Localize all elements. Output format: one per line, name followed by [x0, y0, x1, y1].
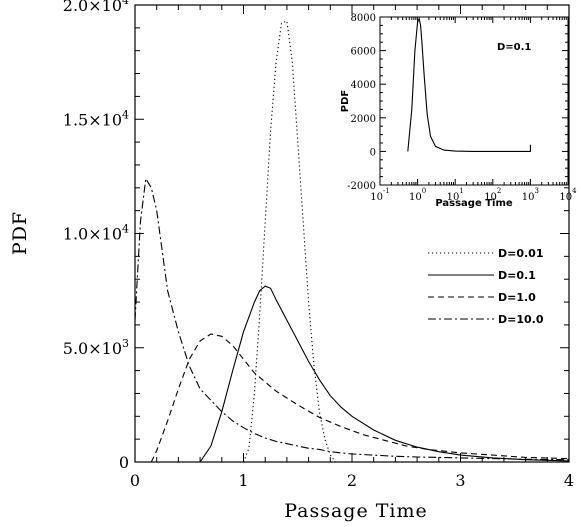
- inset-y-tick-labels: -2000 0 2000 4000 6000 8000: [347, 13, 376, 192]
- inset-x-axis-title: Passage Time: [435, 198, 513, 209]
- inset-y-tick-label: 6000: [351, 47, 376, 58]
- inset-x-tick-labels: 10-1 100 101 102 103 104: [370, 187, 577, 203]
- inset-x-tick-label: 103: [522, 187, 539, 203]
- inset-y-tick-label: 8000: [351, 13, 376, 24]
- legend-label: D=0.01: [498, 247, 544, 260]
- inset-axis-ticks: [379, 16, 569, 186]
- legend-label: D=0.1: [498, 269, 536, 282]
- main-x-tick-label: 2: [347, 471, 357, 490]
- inset-x-tick-label: 102: [484, 187, 501, 203]
- inset-x-tick-label: 100: [409, 187, 426, 203]
- inset-y-axis-title: PDF: [340, 90, 351, 112]
- main-y-axis-title: PDF: [9, 211, 31, 255]
- main-x-tick-label: 3: [455, 471, 465, 490]
- legend-label: D=10.0: [498, 313, 544, 326]
- main-y-tick-label: 0: [119, 453, 129, 472]
- main-y-tick-label: 1.5×104: [63, 108, 129, 129]
- series-line-d-0-1: [199, 285, 570, 463]
- series-line-d-1-0: [150, 333, 570, 463]
- inset-plot-frame: [379, 16, 569, 186]
- inset-title: D=0.1: [497, 42, 531, 53]
- series-line-d-0-01: [242, 20, 337, 463]
- main-x-tick-label: 0: [130, 471, 140, 490]
- main-x-tick-label: 4: [564, 471, 574, 490]
- inset-y-tick-label: -2000: [347, 181, 376, 192]
- series-line-d-10-0: [134, 177, 570, 461]
- main-y-tick-label: 2.0×104: [63, 0, 129, 15]
- inset-y-tick-label: 4000: [351, 80, 376, 91]
- main-series: [134, 20, 570, 463]
- main-y-tick-label: 5.0×103: [63, 337, 129, 358]
- legend-label: D=1.0: [498, 291, 536, 304]
- inset-x-tick-label: 104: [559, 187, 577, 203]
- main-x-tick-label: 1: [238, 471, 248, 490]
- main-x-axis-title: Passage Time: [284, 500, 428, 522]
- main-x-tick-labels: 0 1 2 3 4: [130, 471, 574, 490]
- inset-y-tick-label: 0: [370, 147, 376, 158]
- inset-series-line: [407, 17, 531, 152]
- main-plot: 0 1 2 3 4 0 5.0×103 1.0×104 1.5×104 2.0×104 Pass…: [9, 0, 574, 522]
- legend: D=0.01 D=0.1 D=1.0 D=10.0: [428, 247, 544, 326]
- inset-x-tick-label: 10-1: [370, 187, 390, 203]
- inset-plot: 10-1 100 101 102 103 104 -2000 0 2000 4000 6000 80…: [340, 13, 577, 209]
- inset-x-tick-label: 101: [447, 187, 464, 203]
- main-y-tick-labels: 0 5.0×103 1.0×104 1.5×104 2.0×104: [63, 0, 129, 472]
- inset-y-tick-label: 2000: [351, 114, 376, 125]
- inset-series: [407, 17, 531, 152]
- main-y-tick-label: 1.0×104: [63, 223, 129, 244]
